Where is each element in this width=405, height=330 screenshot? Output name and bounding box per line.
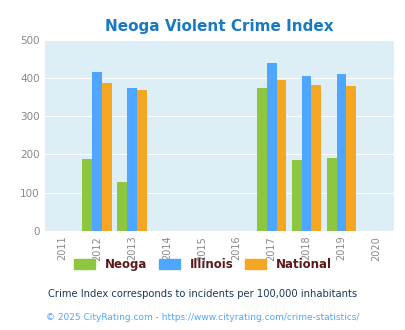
Text: Crime Index corresponds to incidents per 100,000 inhabitants: Crime Index corresponds to incidents per… [48, 289, 357, 299]
Bar [82, 159, 92, 231]
Bar [127, 88, 136, 231]
Bar [276, 80, 286, 231]
Title: Neoga Violent Crime Index: Neoga Violent Crime Index [104, 19, 333, 34]
Bar [336, 75, 345, 231]
Bar [136, 90, 146, 231]
Bar [256, 88, 266, 231]
Bar [291, 160, 301, 231]
Bar [102, 83, 111, 231]
Bar [326, 158, 336, 231]
Bar [345, 86, 355, 231]
Bar [301, 76, 311, 231]
Bar [117, 182, 127, 231]
Bar [266, 63, 276, 231]
Text: © 2025 CityRating.com - https://www.cityrating.com/crime-statistics/: © 2025 CityRating.com - https://www.city… [46, 313, 359, 322]
Bar [311, 85, 320, 231]
Bar [92, 72, 102, 231]
Legend: Neoga, Illinois, National: Neoga, Illinois, National [69, 253, 336, 276]
